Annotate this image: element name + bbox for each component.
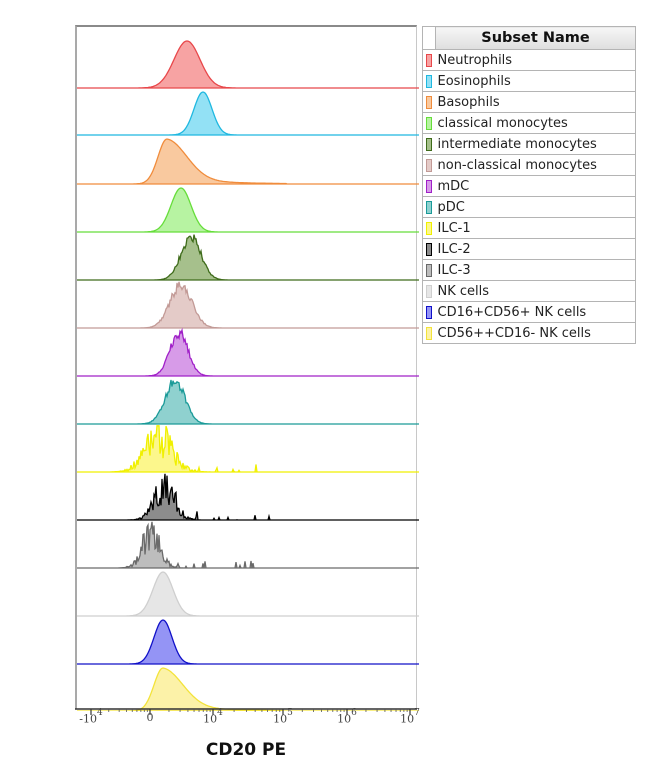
color-swatch-icon [426, 137, 432, 151]
legend-label: non-classical monocytes [435, 154, 636, 176]
legend-swatch-cell [422, 259, 436, 281]
legend-swatch-cell [422, 112, 436, 134]
histogram-nk-cells [77, 571, 419, 617]
x-tick-label: -104 [79, 708, 103, 726]
legend-row: NK cells [422, 280, 636, 302]
legend-label: ILC-2 [435, 238, 636, 260]
x-tick-label: 105 [273, 708, 293, 726]
legend-label: Basophils [435, 91, 636, 113]
color-swatch-icon [426, 179, 432, 193]
histogram-pdc [77, 379, 419, 425]
histogram-intermediate-monocytes [77, 234, 419, 281]
color-swatch-icon [426, 158, 432, 172]
x-tick-label: 104 [203, 708, 223, 726]
histogram-non-classical-monocytes [77, 281, 419, 329]
histogram-classical-monocytes [77, 187, 419, 233]
legend-row: CD16+CD56+ NK cells [422, 301, 636, 323]
legend-swatch-cell [422, 238, 436, 260]
legend-row: Basophils [422, 91, 636, 113]
color-swatch-icon [426, 263, 432, 277]
legend-row: mDC [422, 175, 636, 197]
legend-row: CD56++CD16- NK cells [422, 322, 636, 344]
legend-label: ILC-1 [435, 217, 636, 239]
x-tick-label: 106 [337, 708, 357, 726]
legend-label: Neutrophils [435, 49, 636, 71]
legend-label: mDC [435, 175, 636, 197]
legend-label: ILC-3 [435, 259, 636, 281]
legend-swatch-cell [422, 175, 436, 197]
legend-swatch-cell [422, 49, 436, 71]
legend-row: ILC-1 [422, 217, 636, 239]
histogram-basophils [77, 138, 419, 185]
legend-table: Subset Name Neutrophils Eosinophils Basoph… [422, 26, 636, 344]
legend-swatch-cell [422, 70, 436, 92]
legend-label: NK cells [435, 280, 636, 302]
histogram-cd16-cd56-nk-cells [77, 619, 419, 665]
legend-swatch-cell [422, 91, 436, 113]
stacked-histograms [77, 40, 419, 711]
x-tick-label: 0 [146, 711, 154, 724]
color-swatch-icon [426, 53, 432, 67]
histogram-plot-area [75, 25, 419, 711]
histogram-ilc-1 [77, 425, 419, 473]
legend-row: classical monocytes [422, 112, 636, 134]
histogram-eosinophils [77, 91, 419, 136]
legend-label: classical monocytes [435, 112, 636, 134]
legend-label: CD56++CD16- NK cells [435, 322, 636, 344]
histogram-neutrophils [77, 40, 419, 89]
color-swatch-icon [426, 221, 432, 235]
color-swatch-icon [426, 326, 432, 340]
legend-swatch-cell [422, 217, 436, 239]
legend-row: Neutrophils [422, 49, 636, 71]
legend-swatch-cell [422, 154, 436, 176]
color-swatch-icon [426, 95, 432, 109]
legend-swatch-cell [422, 196, 436, 218]
legend-swatch-cell [422, 133, 436, 155]
legend-row: Eosinophils [422, 70, 636, 92]
legend-row: pDC [422, 196, 636, 218]
legend-swatch-cell [422, 280, 436, 302]
legend-corner [422, 26, 436, 50]
x-axis [75, 708, 417, 715]
histogram-ilc-2 [77, 473, 419, 521]
legend-label: intermediate monocytes [435, 133, 636, 155]
legend-label: pDC [435, 196, 636, 218]
legend-row: non-classical monocytes [422, 154, 636, 176]
color-swatch-icon [426, 284, 432, 298]
x-tick-label: 107 [400, 708, 420, 726]
color-swatch-icon [426, 200, 432, 214]
color-swatch-icon [426, 116, 432, 130]
histogram-ilc-3 [77, 521, 419, 569]
legend-row: ILC-2 [422, 238, 636, 260]
legend-swatch-cell [422, 322, 436, 344]
legend-label: Eosinophils [435, 70, 636, 92]
legend-body: Neutrophils Eosinophils Basophils classical… [422, 49, 636, 344]
legend-swatch-cell [422, 301, 436, 323]
histogram-mdc [77, 327, 419, 377]
legend-row: ILC-3 [422, 259, 636, 281]
color-swatch-icon [426, 74, 432, 88]
legend-title: Subset Name [435, 26, 636, 50]
legend-row: intermediate monocytes [422, 133, 636, 155]
histogram-cd56-cd16-nk-cells [77, 667, 419, 711]
x-axis-label: CD20 PE [205, 740, 287, 760]
color-swatch-icon [426, 305, 432, 319]
legend-label: CD16+CD56+ NK cells [435, 301, 636, 323]
color-swatch-icon [426, 242, 432, 256]
